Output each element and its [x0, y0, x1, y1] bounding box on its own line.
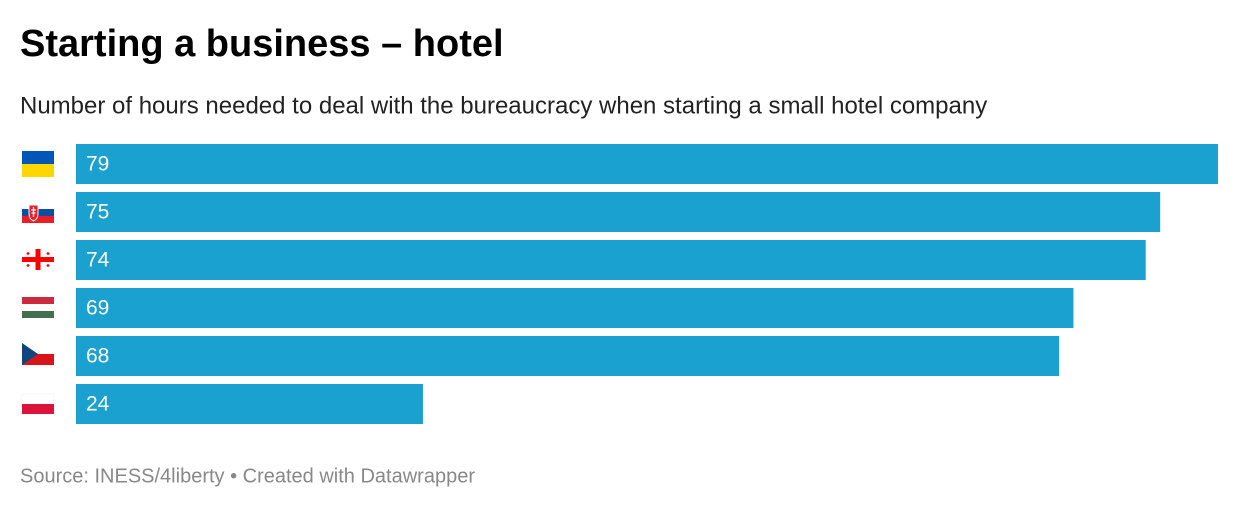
flag: [22, 249, 54, 270]
bar: [76, 336, 1059, 376]
value-label: 75: [86, 201, 109, 224]
value-label: 24: [86, 393, 110, 416]
flag: [22, 343, 54, 365]
flag: [22, 151, 54, 177]
bar: [76, 192, 1161, 232]
flag: [22, 297, 54, 318]
flag: [22, 202, 54, 223]
flags: [21, 151, 55, 414]
bar: [76, 288, 1074, 328]
footer: Source: INESS/4liberty • Created with Da…: [20, 465, 475, 487]
chart-title: Starting a business – hotel: [20, 23, 504, 65]
bar: [76, 384, 423, 424]
value-label: 69: [86, 297, 109, 320]
value-label: 68: [86, 345, 109, 368]
value-label: 74: [86, 249, 110, 272]
bar: [76, 144, 1218, 184]
flag: [21, 393, 55, 414]
value-label: 79: [86, 153, 109, 176]
bar: [76, 240, 1146, 280]
chart-subtitle: Number of hours needed to deal with the …: [20, 92, 987, 119]
